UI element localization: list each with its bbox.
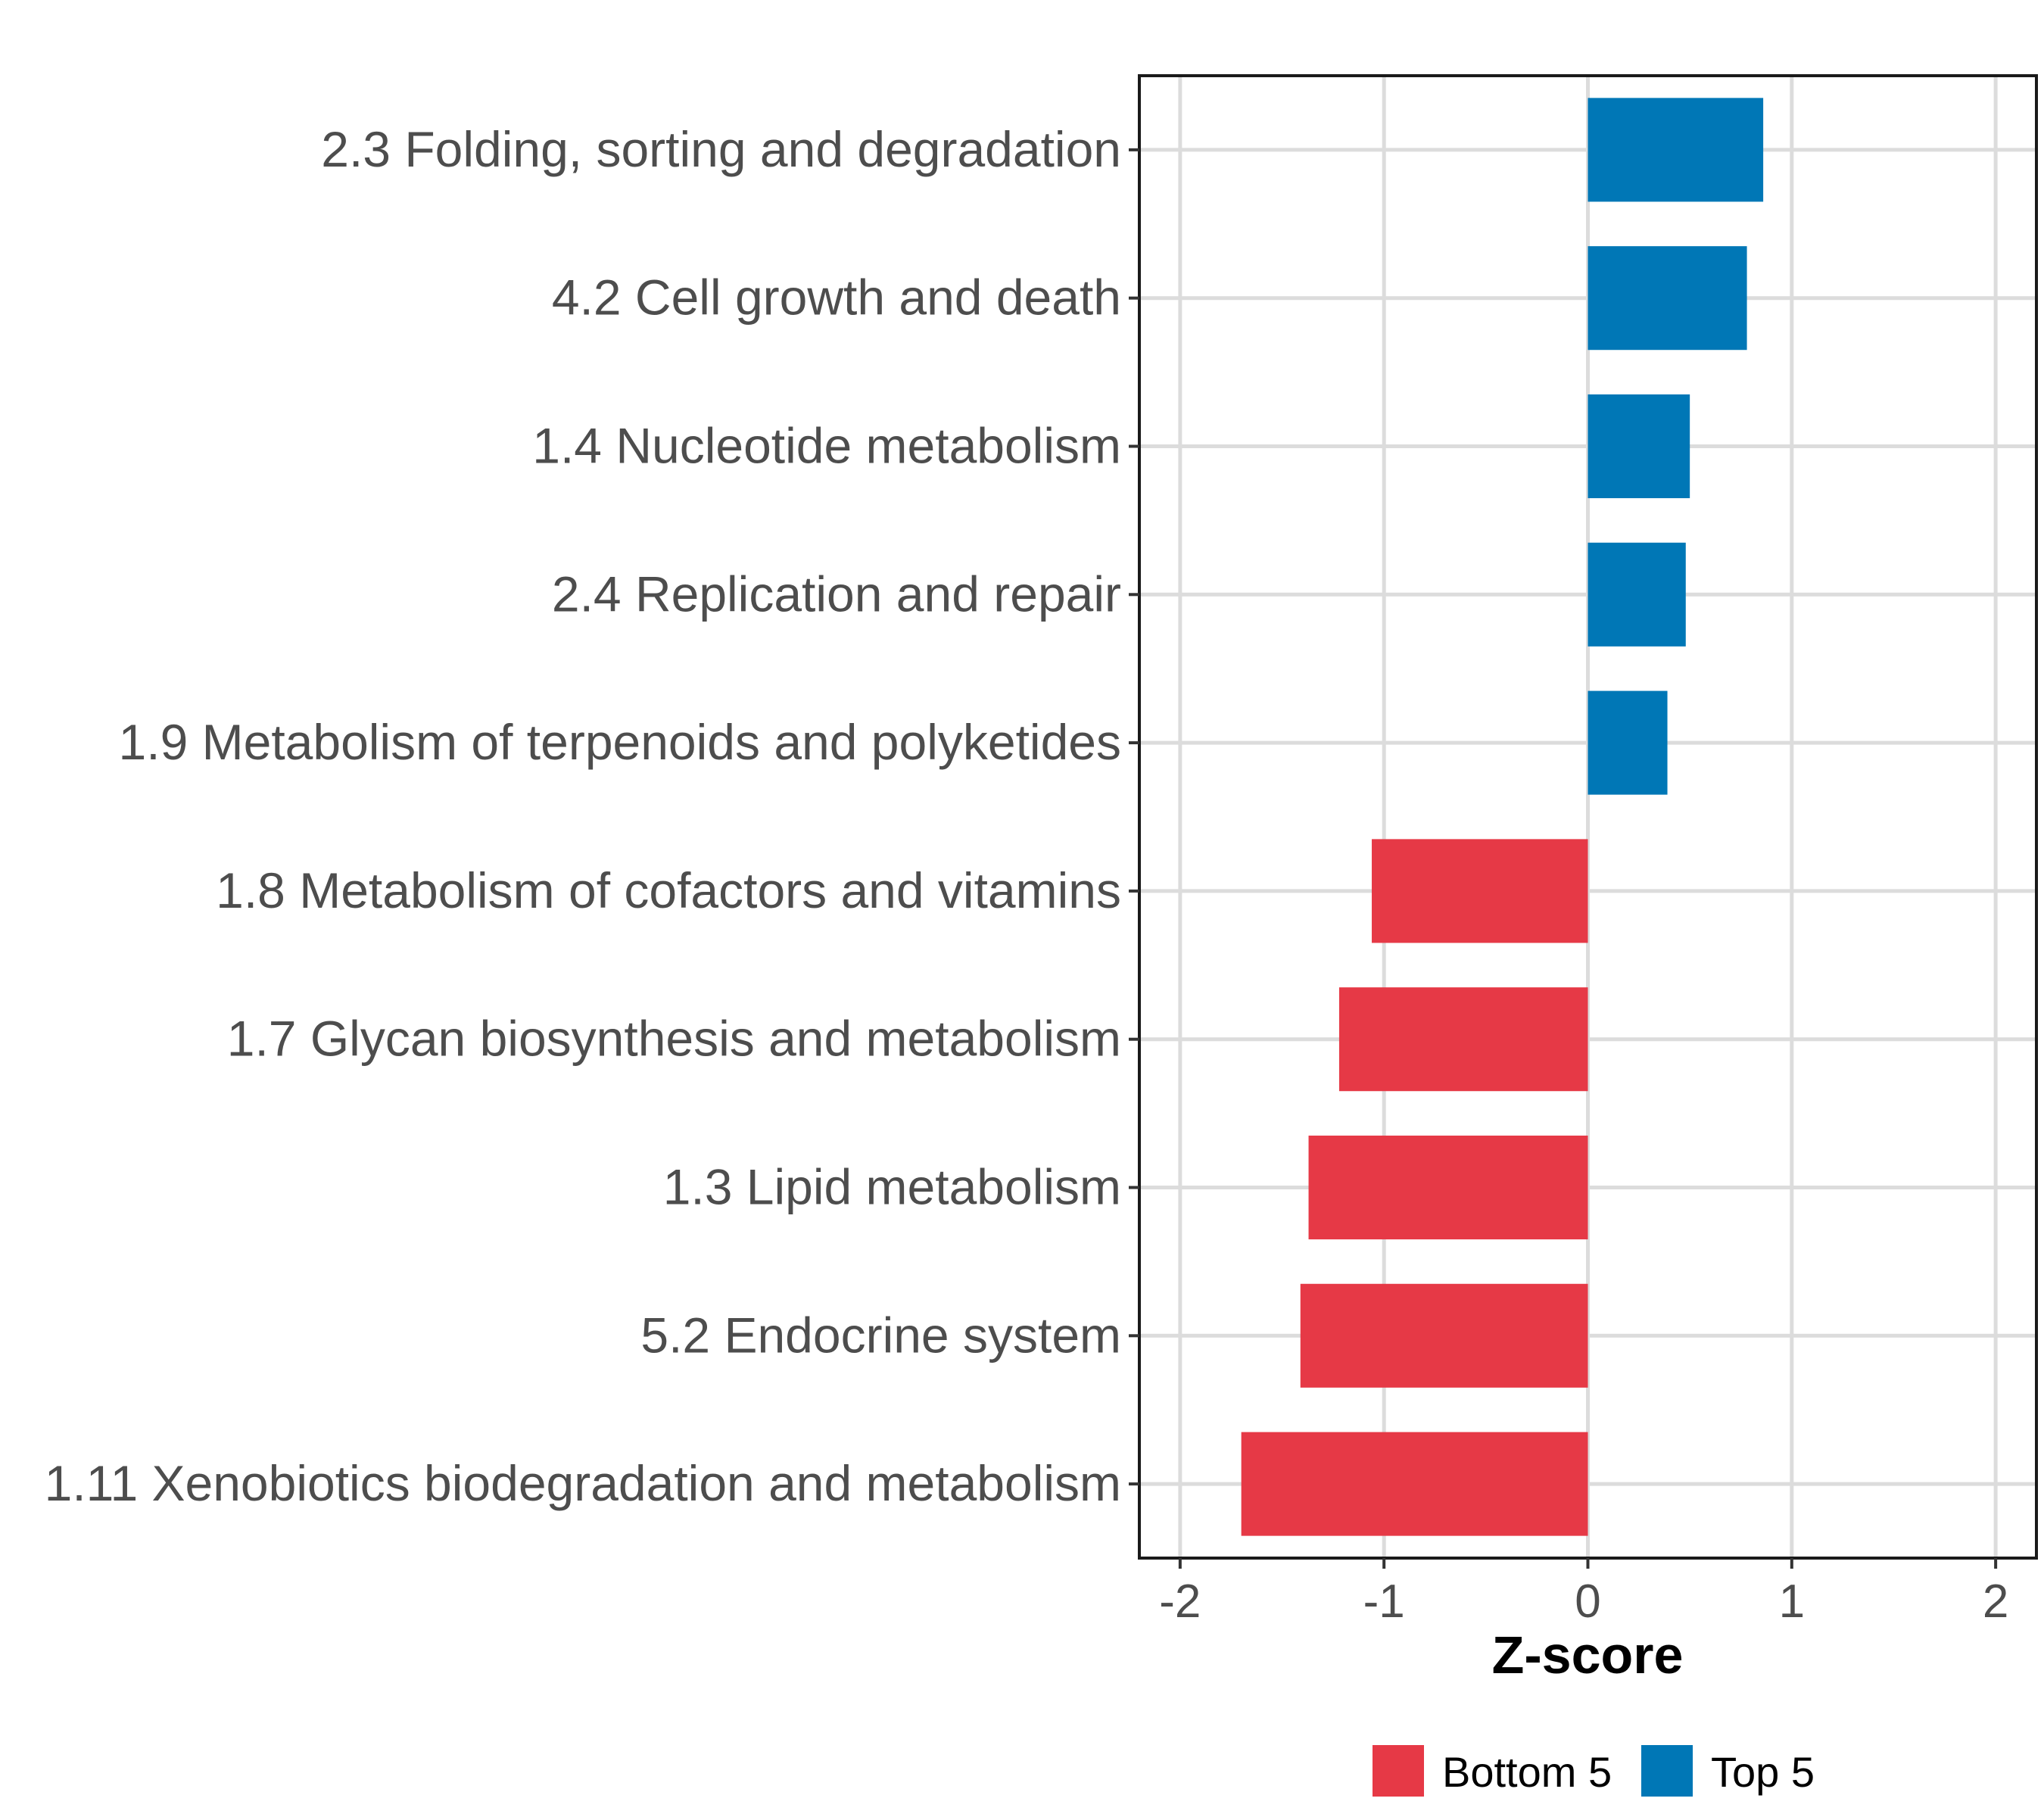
x-tick-label: -2 [1159,1575,1201,1628]
category-label: 2.3 Folding, sorting and degradation [321,121,1121,177]
category-label: 4.2 Cell growth and death [552,270,1121,326]
category-label: 1.7 Glycan biosynthesis and metabolism [227,1011,1121,1067]
legend: Bottom 5 Top 5 [1373,1745,1815,1797]
category-label: 1.3 Lipid metabolism [663,1159,1121,1215]
category-label: 2.4 Replication and repair [552,566,1121,622]
category-label: 1.11 Xenobiotics biodegradation and meta… [45,1455,1121,1511]
category-label: 5.2 Endocrine system [640,1307,1121,1363]
bar-4-2-cell-growth-and-death [1588,246,1747,351]
bar-1-8-metabolism-of-cofactors-and-vitamins [1372,839,1588,943]
ticks-layer [1129,148,1998,1569]
bar-1-7-glycan-biosynthesis-and-metabolism [1338,987,1588,1092]
x-axis-title: Z-score [1492,1625,1684,1685]
legend-swatch-bottom-5 [1373,1745,1424,1797]
legend-label-top-5: Top 5 [1711,1748,1815,1796]
bar-5-2-endocrine-system [1300,1283,1588,1388]
x-tick-label: 1 [1779,1575,1805,1628]
x-tick-label: -1 [1363,1575,1405,1628]
bar-2-3-folding-sorting-and-degradation [1588,98,1764,202]
bars-layer [1241,98,1764,1536]
bar-1-4-nucleotide-metabolism [1588,394,1690,499]
category-label: 1.8 Metabolism of cofactors and vitamins [216,862,1121,918]
x-tick-label: 2 [1983,1575,2008,1628]
category-label: 1.4 Nucleotide metabolism [532,418,1121,474]
bar-1-9-metabolism-of-terpenoids-and-polyketides [1588,690,1668,795]
legend-label-bottom-5: Bottom 5 [1442,1748,1612,1796]
bar-1-3-lipid-metabolism [1308,1135,1588,1240]
x-tick-label: 0 [1575,1575,1600,1628]
legend-swatch-top-5 [1641,1745,1693,1797]
x-tick-labels: -2 -1 0 1 2 [1159,1575,2008,1628]
category-label: 1.9 Metabolism of terpenoids and polyket… [119,714,1121,770]
category-labels: 2.3 Folding, sorting and degradation 4.2 … [45,121,1121,1511]
bar-2-4-replication-and-repair [1588,542,1686,647]
bar-1-11-xenobiotics-biodegradation-and-metabolism [1241,1432,1588,1536]
